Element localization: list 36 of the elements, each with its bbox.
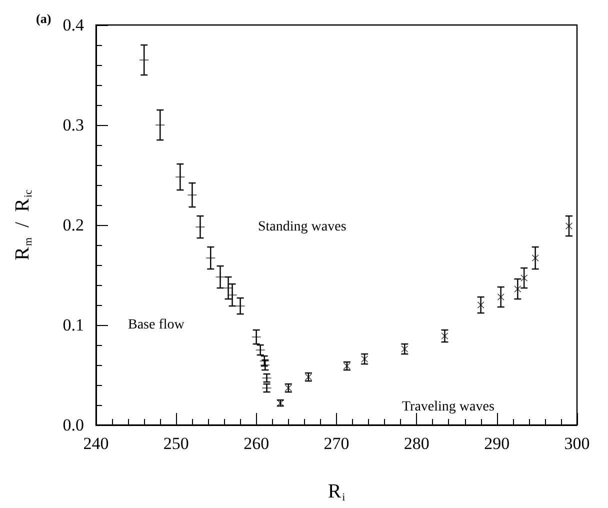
point: [196, 222, 205, 232]
text: (a): [36, 11, 52, 26]
point: [176, 172, 185, 182]
x-tick-label: 280: [404, 434, 430, 453]
y-tick-label: 0.2: [62, 216, 84, 234]
point: [228, 290, 237, 300]
point: [520, 274, 528, 282]
y-axis-title: Rm / Ric: [12, 190, 34, 260]
annotation: Base flow: [128, 318, 186, 332]
point: [206, 254, 216, 262]
x-tick-label: 250: [163, 434, 189, 453]
point: [156, 120, 165, 130]
x-tick-label: 240: [83, 434, 109, 453]
point: [224, 284, 233, 292]
point: [216, 272, 225, 282]
x-tick-label: 290: [484, 434, 510, 453]
point: [441, 332, 448, 340]
point: [252, 332, 261, 342]
point: [477, 302, 484, 308]
point: [514, 286, 522, 292]
annotation: Standing waves: [258, 220, 346, 234]
point: [566, 222, 572, 230]
point: [497, 294, 504, 300]
y-tick-label: 0.4: [62, 16, 84, 34]
point: [236, 302, 245, 310]
point: [532, 254, 539, 262]
point: [361, 356, 368, 362]
point: [401, 346, 408, 352]
annotation: Traveling waves: [402, 400, 494, 414]
point: [188, 190, 197, 200]
x-tick-label: 260: [244, 434, 270, 453]
y-tick-label: 0.3: [62, 116, 84, 134]
y-tick-label: 0.0: [62, 416, 84, 434]
x-tick-label: 300: [564, 434, 590, 453]
x-tick-label: 270: [324, 434, 350, 453]
y-tick-label: 0.1: [62, 316, 84, 334]
